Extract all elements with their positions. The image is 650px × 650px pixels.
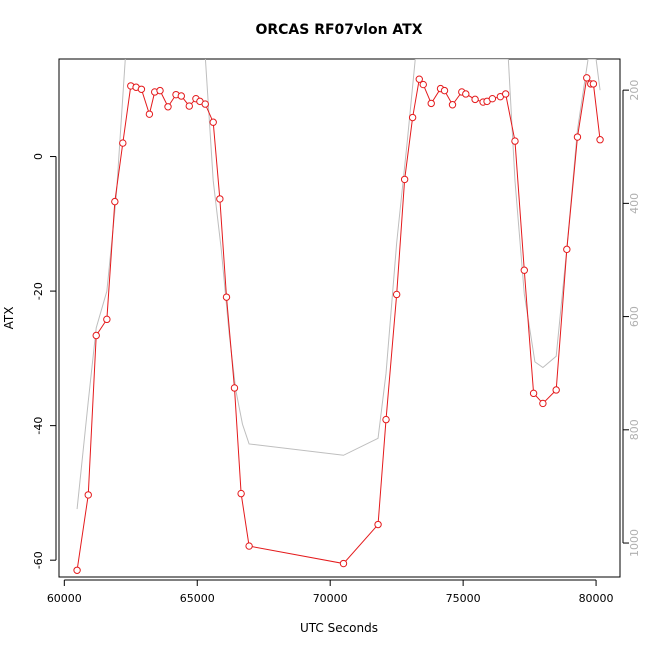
data-point <box>119 139 127 147</box>
data-point <box>164 103 172 111</box>
plot-frame <box>58 58 621 578</box>
data-point <box>408 113 417 122</box>
x-axis: 60000 65000 70000 75000 80000 <box>47 579 614 605</box>
red-series-line <box>76 76 601 571</box>
data-point <box>137 85 146 93</box>
data-point <box>237 489 245 498</box>
grey-series-line <box>76 59 601 510</box>
data-point <box>103 315 111 324</box>
data-point <box>339 559 348 568</box>
data-point <box>382 415 390 424</box>
data-point <box>392 290 401 299</box>
y-tick-label: -40 <box>32 417 45 435</box>
y-axis-label: ATX <box>2 307 16 330</box>
data-point <box>177 92 186 100</box>
data-point <box>400 175 409 184</box>
data-point <box>111 197 119 206</box>
data-point <box>245 542 253 550</box>
x-tick-label: 65000 <box>180 592 215 605</box>
data-point <box>520 266 528 274</box>
x-tick-label: 70000 <box>313 592 348 605</box>
series-red <box>73 74 604 574</box>
data-point <box>415 75 423 83</box>
y-tick-label: -60 <box>32 551 45 569</box>
x-tick-label: 80000 <box>579 592 614 605</box>
data-point <box>471 95 479 104</box>
y-tick-label: 0 <box>32 153 45 160</box>
data-point <box>511 137 519 145</box>
data-point <box>583 74 591 82</box>
y2-tick-label: 800 <box>628 419 641 440</box>
chart-title: ORCAS RF07vlon ATX <box>255 22 422 38</box>
data-point <box>488 94 497 103</box>
data-point <box>552 386 560 394</box>
data-point <box>501 90 510 98</box>
data-point <box>529 389 538 398</box>
x-tick-label: 60000 <box>47 592 82 605</box>
data-point <box>84 491 92 499</box>
y2-tick-label: 1000 <box>628 529 641 557</box>
y-axis-left: -60 -40 -20 0 <box>32 153 57 569</box>
data-point <box>419 80 427 89</box>
data-point <box>201 100 209 108</box>
data-point <box>374 520 382 529</box>
data-point <box>596 136 604 144</box>
data-point <box>73 566 81 574</box>
data-point <box>145 110 154 118</box>
data-point <box>230 384 239 392</box>
data-point <box>448 101 457 109</box>
data-point <box>185 102 193 110</box>
y-axis-right: 200 400 600 800 1000 <box>622 80 641 557</box>
data-point <box>427 99 435 108</box>
data-point <box>573 133 582 141</box>
y2-tick-label: 400 <box>628 193 641 214</box>
data-point <box>539 399 547 408</box>
data-point <box>440 86 449 95</box>
data-point <box>156 86 164 95</box>
y2-tick-label: 600 <box>628 306 641 327</box>
data-point <box>589 80 598 88</box>
data-point <box>462 90 470 98</box>
y2-tick-label: 200 <box>628 80 641 101</box>
series-grey <box>76 59 601 510</box>
y-tick-label: -20 <box>32 282 45 300</box>
x-axis-label: UTC Seconds <box>300 621 378 635</box>
data-point <box>563 245 571 254</box>
x-tick-label: 75000 <box>446 592 481 605</box>
data-point <box>209 118 217 126</box>
data-point <box>92 331 100 340</box>
data-point <box>222 293 231 301</box>
data-point <box>216 195 224 203</box>
